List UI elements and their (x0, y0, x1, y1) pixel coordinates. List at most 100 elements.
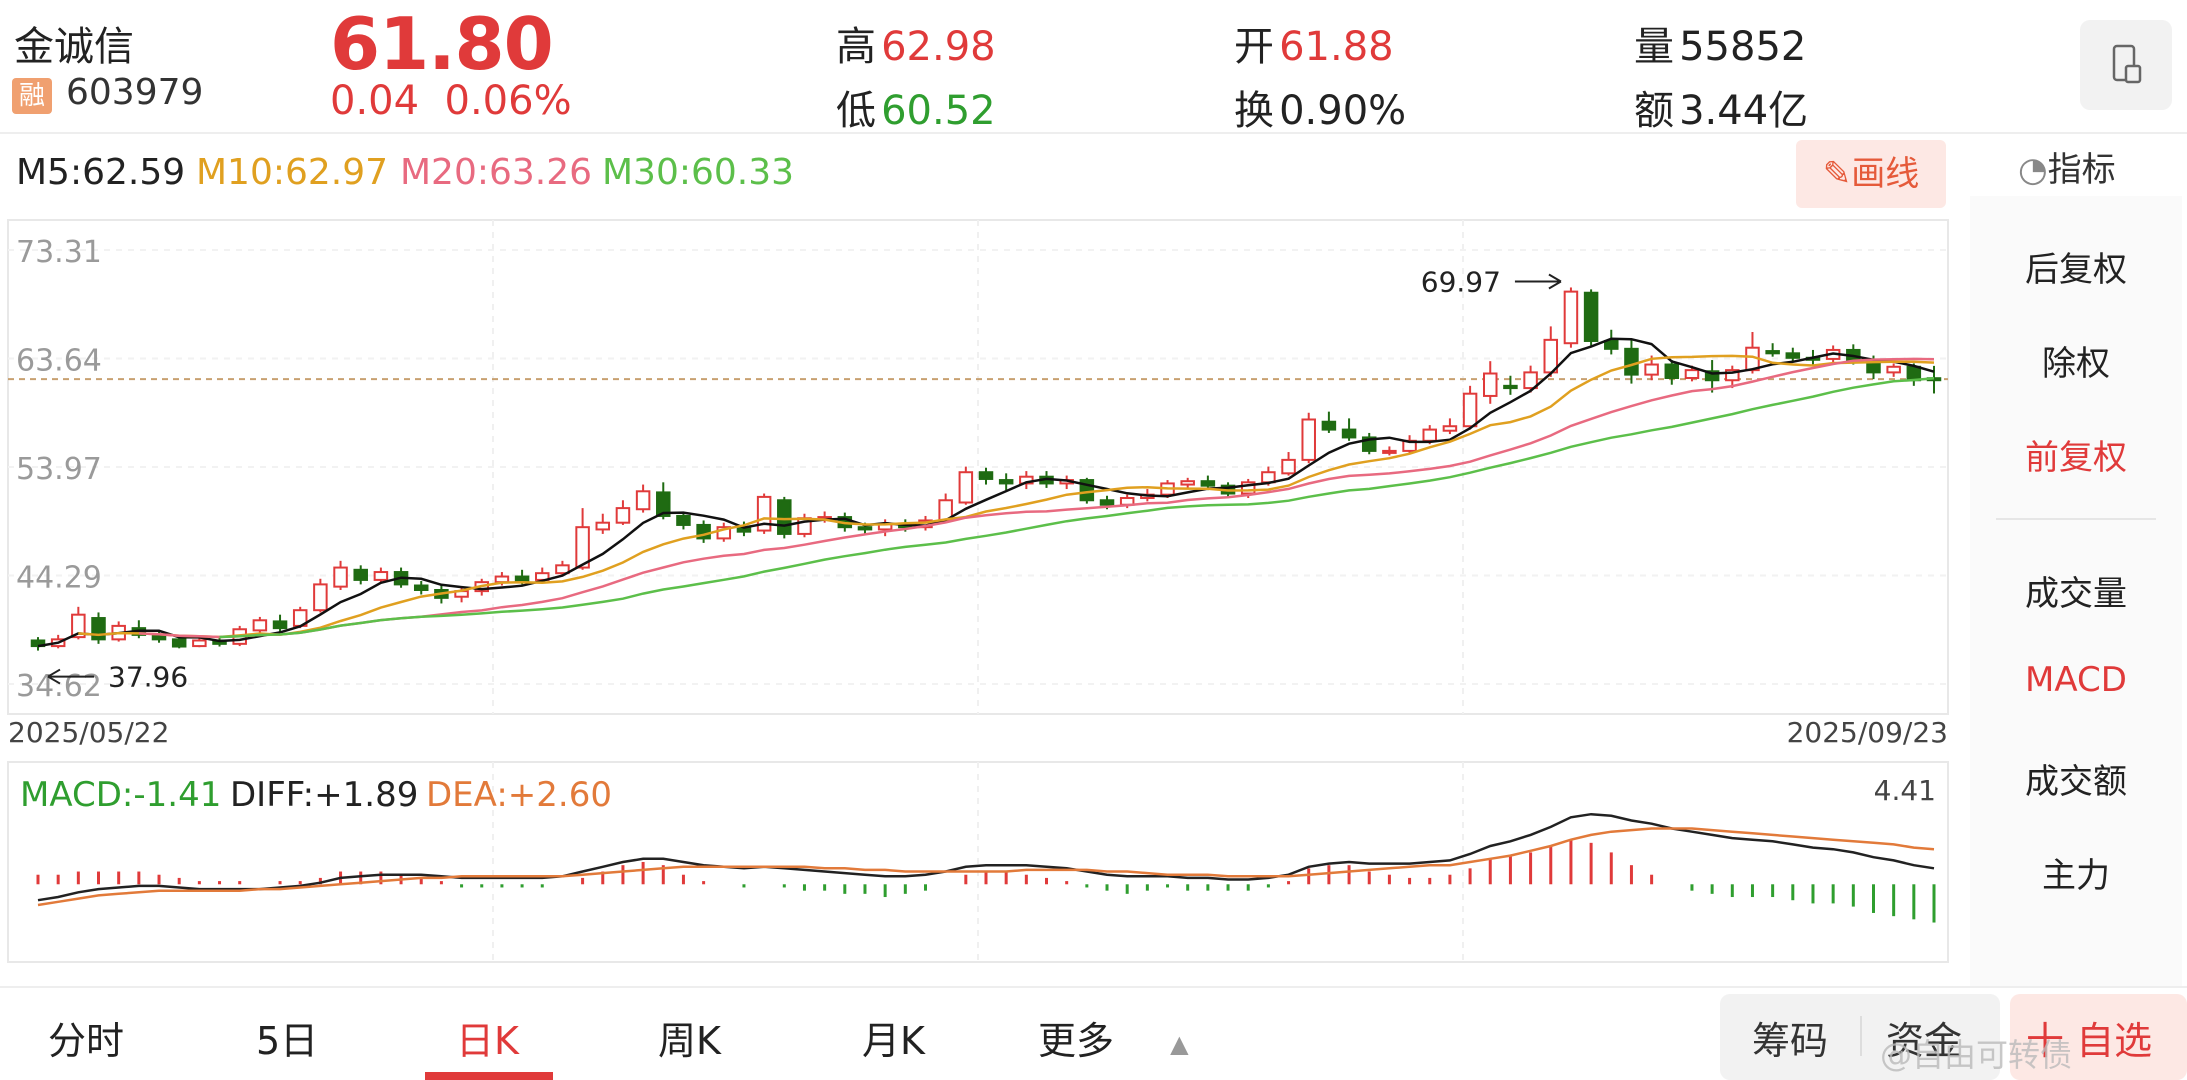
ma30-line (219, 377, 1935, 639)
tab-5day[interactable]: 5日 (256, 1019, 319, 1063)
candle (272, 614, 288, 632)
candle-body (1604, 339, 1619, 350)
tab-daily-k[interactable]: 日K (456, 1019, 519, 1063)
dea-value-label: DEA:+2.60 (426, 775, 612, 815)
candle-body (514, 575, 530, 583)
candle (635, 484, 651, 513)
ma30-legend: M30:60.33 (602, 152, 795, 193)
candle-body (1886, 365, 1901, 374)
stat-turnover-value: 0.90% (1279, 88, 1407, 134)
candle (1725, 365, 1740, 389)
chips-button[interactable]: 筹码 (1752, 1019, 1829, 1063)
candle (333, 560, 348, 590)
stock-name: 金诚信 (14, 24, 134, 70)
ma10-legend: M10:62.97 (196, 152, 389, 193)
stock-code: 603979 (66, 72, 204, 113)
candle-body (1301, 418, 1316, 461)
sidebar-item-turnover-amount[interactable]: 成交额 (2025, 762, 2127, 802)
stat-amount: 额 3.44亿 (1634, 88, 1809, 134)
candle-body (313, 583, 328, 612)
max-arrow-head (1548, 273, 1562, 290)
sidebar-item-main-force[interactable]: 主力 (2042, 856, 2110, 896)
candle (1886, 363, 1901, 377)
indicator-button[interactable]: ◔指标 (2018, 150, 2116, 190)
candle (192, 637, 207, 648)
candle-body (1624, 347, 1639, 376)
candle (1785, 347, 1801, 363)
candle-body (1664, 363, 1680, 379)
candle (555, 560, 570, 577)
candle-body (1462, 392, 1478, 428)
funds-button[interactable]: 资金 (1886, 1019, 1963, 1063)
candle (413, 581, 429, 595)
sidebar-item-volume[interactable]: 成交量 (2025, 574, 2127, 614)
candle-body (272, 620, 288, 630)
tab-intraday[interactable]: 分时 (48, 1019, 125, 1063)
candle-body (1341, 428, 1357, 439)
candle-body (635, 490, 651, 511)
candle (1462, 385, 1478, 430)
candle-body (252, 619, 268, 632)
candle (696, 520, 711, 543)
stat-high: 高 62.98 (836, 24, 996, 70)
sidebar-item-macd[interactable]: MACD (2025, 660, 2127, 700)
candle-body (171, 638, 187, 648)
candle-body (1099, 499, 1115, 506)
candle (1583, 289, 1599, 346)
candle-body (1785, 352, 1801, 359)
x-end-label: 2025/09/23 (1787, 716, 1948, 749)
kline-chart[interactable]: 73.31 63.64 53.97 44.29 34.62 2025/05/22 2025/… (0, 0, 1960, 990)
sidebar-item-post-adjust[interactable]: 后复权 (2025, 250, 2127, 290)
candle (595, 513, 611, 534)
candle (30, 637, 46, 651)
ma5-legend: M5:62.59 (16, 152, 186, 193)
candle (373, 567, 389, 584)
tab-weekly-k[interactable]: 周K (658, 1019, 721, 1063)
candle (615, 500, 631, 525)
candle-body (1321, 420, 1337, 431)
candle (1563, 287, 1579, 348)
phone-icon (2112, 44, 2142, 84)
draw-line-button[interactable]: ✎画线 (1796, 140, 1946, 208)
change-amount: 0.04 (330, 78, 420, 124)
candle-body (353, 568, 368, 581)
candle-body (1704, 370, 1720, 382)
candle (252, 616, 268, 634)
stat-turnover: 换 0.90% (1234, 88, 1407, 134)
candle (797, 513, 812, 538)
candle-body (958, 471, 974, 504)
candle-body (333, 566, 348, 588)
x-start-label: 2025/05/22 (8, 716, 169, 749)
sidebar-divider (1996, 518, 2156, 520)
candle-body (978, 471, 994, 480)
bottom-divider (0, 986, 2187, 988)
ma20-line (138, 357, 1935, 639)
tab-monthly-k[interactable]: 月K (862, 1019, 925, 1063)
candle-body (1725, 369, 1740, 382)
y-tick-label: 34.62 (16, 669, 102, 704)
stat-open-value: 61.88 (1279, 24, 1394, 70)
candle-body (1523, 371, 1538, 390)
add-watchlist-button[interactable] (2010, 994, 2187, 1080)
max-price-label: 69.97 (1421, 265, 1501, 298)
candle (716, 522, 732, 542)
current-price: 61.80 (330, 2, 554, 86)
sidebar-item-pre-adjust[interactable]: 前复权 (2025, 438, 2127, 478)
candle-body (1644, 363, 1659, 376)
stat-volume: 量 55852 (1634, 24, 1807, 70)
price-change: 0.04 0.06% (330, 78, 572, 124)
candle-body (1503, 384, 1518, 390)
phone-rotate-button[interactable] (2080, 20, 2172, 110)
gauge-icon: ◔ (2018, 150, 2048, 190)
sidebar-item-ex-rights[interactable]: 除权 (2042, 344, 2110, 384)
candle-body (656, 491, 671, 517)
stat-low: 低 60.52 (836, 88, 996, 134)
triangle-up-icon: ▲ (1170, 1029, 1189, 1058)
tab-more[interactable]: 更多 ▲ (1038, 1019, 1189, 1063)
ma20-legend: M20:63.26 (400, 152, 593, 193)
candle-body (1906, 365, 1922, 382)
candle-body (1200, 480, 1216, 487)
candle (998, 473, 1014, 491)
candle-body (192, 639, 207, 648)
stat-open: 开 61.88 (1234, 24, 1394, 70)
